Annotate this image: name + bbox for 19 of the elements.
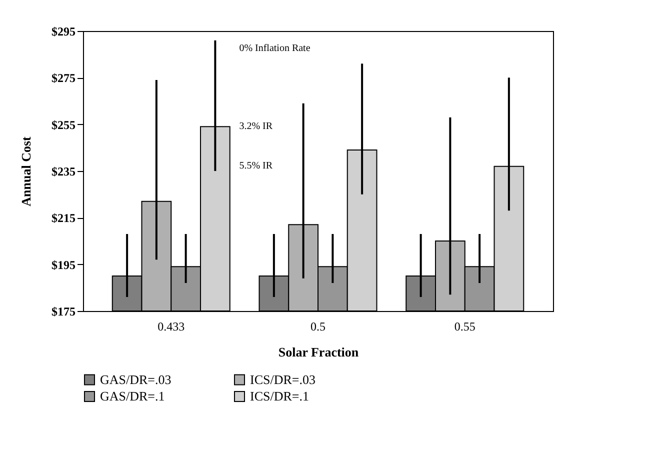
y-tick-label: $295 (52, 24, 76, 38)
y-tick-label: $215 (52, 211, 76, 226)
legend-label: GAS/DR=.03 (100, 372, 172, 387)
y-tick-label: $255 (52, 118, 76, 132)
annotation: 5.5% IR (239, 160, 273, 172)
legend-label: ICS/DR=.1 (250, 388, 309, 404)
x-tick-label: 0.5 (310, 320, 326, 334)
y-tick-label: $195 (52, 258, 76, 272)
x-tick-label: 0.433 (158, 320, 185, 334)
y-tick-label: $275 (52, 71, 76, 86)
legend-label: GAS/DR=.1 (100, 388, 165, 404)
y-axis-title: Annual Cost (18, 136, 34, 206)
annotation: 0% Inflation Rate (239, 42, 311, 54)
annotation: 3.2% IR (239, 121, 273, 132)
x-axis-title: Solar Fraction (278, 344, 360, 360)
y-tick-label: $175 (52, 304, 76, 318)
legend-label: ICS/DR=.03 (250, 372, 316, 387)
x-tick-label: 0.55 (454, 320, 476, 334)
y-tick-label: $235 (52, 164, 76, 178)
